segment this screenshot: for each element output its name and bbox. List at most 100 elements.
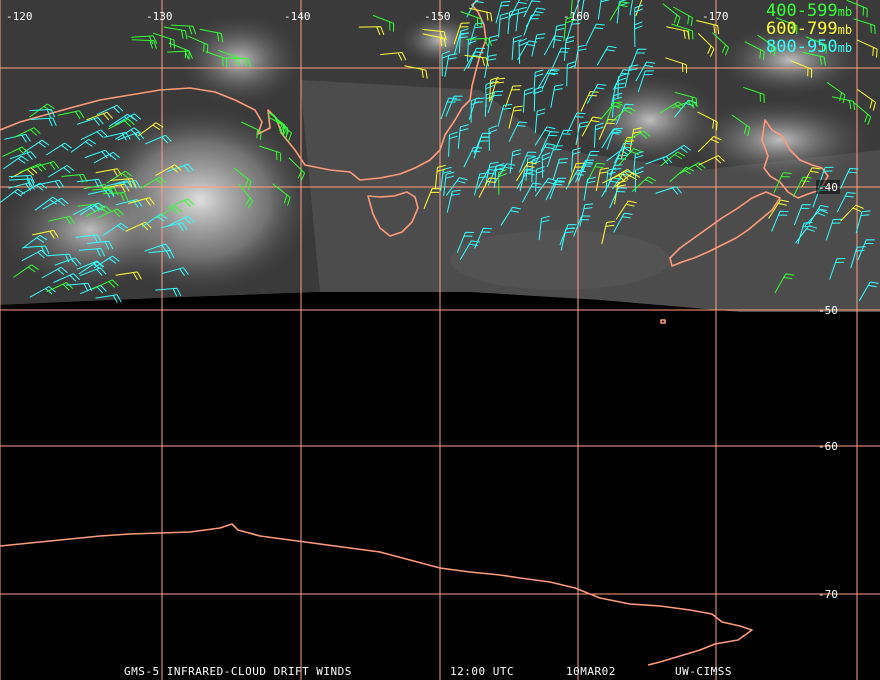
wind-barb bbox=[574, 161, 593, 183]
wind-barb bbox=[629, 0, 633, 16]
wind-barb bbox=[697, 111, 718, 131]
wind-barb bbox=[459, 240, 480, 260]
wind-barb bbox=[464, 54, 489, 67]
wind-barb bbox=[444, 53, 458, 77]
wind-barb bbox=[776, 17, 798, 35]
wind-barb bbox=[78, 247, 106, 257]
wind-barb bbox=[32, 229, 59, 239]
wind-barb bbox=[534, 177, 557, 197]
wind-barb bbox=[802, 51, 826, 66]
wind-barb bbox=[423, 188, 441, 210]
wind-barb bbox=[92, 187, 119, 196]
wind-barb bbox=[858, 281, 879, 302]
wind-barb bbox=[14, 127, 41, 138]
wind-barb bbox=[614, 172, 641, 187]
wind-barb bbox=[554, 129, 573, 151]
lat-label: -70 bbox=[818, 588, 838, 601]
wind-barb bbox=[573, 0, 580, 16]
wind-barb bbox=[696, 20, 720, 35]
wind-barb bbox=[102, 222, 129, 237]
wind-barb bbox=[92, 279, 119, 290]
wind-barb bbox=[76, 117, 104, 126]
wind-barb bbox=[162, 267, 189, 276]
wind-barb bbox=[615, 200, 637, 220]
wind-barb bbox=[380, 52, 407, 61]
wind-barb bbox=[13, 264, 39, 278]
wind-barb bbox=[801, 167, 821, 188]
wind-barb bbox=[581, 116, 602, 137]
wind-barb bbox=[372, 14, 395, 32]
wind-barb bbox=[579, 203, 594, 227]
wind-barb bbox=[87, 189, 115, 198]
wind-barb bbox=[624, 130, 651, 143]
wind-barb bbox=[665, 144, 692, 158]
wind-barb bbox=[19, 163, 47, 173]
wind-barb bbox=[95, 294, 122, 304]
wind-barb bbox=[259, 145, 282, 162]
wind-barb bbox=[102, 192, 129, 201]
wind-barbs bbox=[0, 0, 879, 304]
wind-barb bbox=[856, 39, 878, 58]
wind-barb bbox=[463, 146, 483, 168]
wind-barb bbox=[469, 7, 493, 22]
wind-barb bbox=[8, 174, 35, 184]
image-caption: GMS-5 INFRARED-CLOUD DRIFT WINDS 12:00 U… bbox=[0, 664, 880, 680]
wind-barb bbox=[168, 215, 195, 227]
wind-barb bbox=[831, 96, 856, 110]
wind-barb bbox=[743, 86, 765, 104]
wind-barb bbox=[516, 169, 537, 190]
wind-barb bbox=[160, 222, 188, 232]
wind-barb bbox=[578, 159, 595, 182]
wind-barb bbox=[140, 176, 167, 189]
lon-label: -150 bbox=[424, 10, 451, 23]
wind-barb bbox=[634, 21, 643, 48]
wind-barb bbox=[609, 1, 630, 21]
wind-barb bbox=[855, 210, 871, 234]
wind-barb bbox=[857, 89, 876, 111]
wind-barb bbox=[148, 250, 175, 259]
wind-barb bbox=[422, 33, 447, 47]
wind-barb bbox=[80, 129, 108, 141]
wind-barb bbox=[422, 28, 447, 41]
wind-barb bbox=[114, 179, 141, 189]
wind-barb bbox=[518, 151, 537, 173]
wind-barb bbox=[609, 187, 627, 209]
wind-barb bbox=[601, 220, 616, 245]
wind-barb bbox=[131, 35, 158, 45]
wind-barb bbox=[533, 86, 544, 112]
lon-label: -160 bbox=[563, 10, 590, 23]
wind-barb bbox=[552, 158, 568, 181]
wind-barb bbox=[583, 176, 597, 201]
wind-barb bbox=[543, 35, 564, 56]
wind-barb bbox=[666, 26, 690, 40]
wind-barb bbox=[155, 164, 182, 176]
wind-barb bbox=[453, 22, 470, 45]
wind-barb bbox=[613, 212, 633, 233]
wind-barb bbox=[535, 143, 556, 163]
wind-barb bbox=[582, 150, 600, 173]
wind-barb bbox=[46, 282, 74, 293]
wind-barb bbox=[595, 167, 609, 192]
wind-barb bbox=[79, 202, 106, 216]
caption-date: 10MAR02 bbox=[566, 665, 616, 678]
wind-barb bbox=[509, 149, 522, 174]
wind-barb bbox=[829, 258, 846, 280]
wind-barb bbox=[791, 60, 813, 78]
wind-barb bbox=[617, 73, 627, 99]
legend-item-400-599: 400-599mb bbox=[766, 1, 852, 21]
wind-barb bbox=[600, 101, 623, 120]
tasmania-coast bbox=[367, 191, 419, 237]
wind-barb bbox=[484, 54, 497, 79]
wind-barb bbox=[493, 163, 505, 188]
wind-barb bbox=[744, 41, 765, 61]
wind-barb bbox=[434, 164, 446, 190]
wind-barb bbox=[500, 206, 522, 226]
wind-barb bbox=[550, 84, 564, 108]
wind-barb bbox=[593, 122, 604, 148]
lat-label: -40 bbox=[818, 181, 838, 194]
wind-barb bbox=[635, 0, 643, 17]
wind-barb bbox=[857, 239, 875, 261]
wind-barb bbox=[115, 127, 142, 140]
pressure-legend: 400-599mb 600-799mb 800-950mb bbox=[766, 1, 852, 57]
wind-barb bbox=[48, 215, 75, 225]
